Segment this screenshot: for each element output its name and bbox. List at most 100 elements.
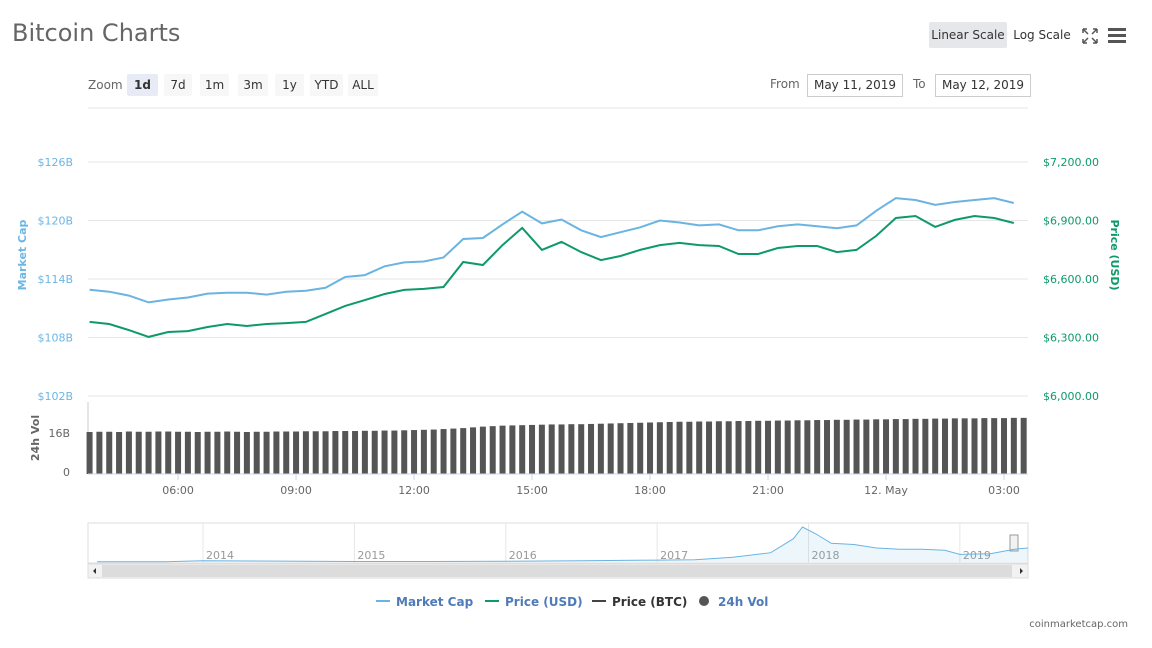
volume-bar <box>833 419 840 474</box>
volume-bar <box>863 419 870 474</box>
volume-bar <box>470 427 477 474</box>
volume-bar <box>597 423 604 474</box>
zoom-button[interactable]: 1m <box>200 74 229 96</box>
volume-bar <box>735 421 742 474</box>
volume-bar <box>627 422 634 474</box>
zoom-button[interactable]: 1d <box>127 74 158 96</box>
volume-bar <box>725 421 732 474</box>
volume-bar <box>607 423 614 474</box>
zoom-button[interactable]: 3m <box>238 74 268 96</box>
volume-bar <box>283 431 290 474</box>
volume-bar <box>971 418 978 474</box>
volume-bar <box>243 432 250 474</box>
volume-bar <box>460 428 467 474</box>
y2-tick-label: $6,600.00 <box>1043 273 1099 286</box>
volume-bar <box>263 431 270 474</box>
volume-bar <box>165 431 172 474</box>
navigator-frame <box>87 522 1029 564</box>
volume-bar <box>804 420 811 474</box>
volume-bar <box>784 420 791 474</box>
volume-bar <box>942 418 949 474</box>
legend-label: Price (BTC) <box>612 595 687 609</box>
zoom-button[interactable]: 7d <box>164 74 192 96</box>
volume-bar <box>548 424 555 474</box>
scale-button[interactable]: Log Scale <box>1013 28 1071 42</box>
to-label: To <box>913 77 926 91</box>
fullscreen-icon[interactable] <box>1082 28 1098 44</box>
scrollbar-thumb[interactable] <box>102 565 1012 577</box>
zoom-button[interactable]: YTD <box>310 74 343 96</box>
volume-bar <box>529 424 536 474</box>
volume-bar <box>499 425 506 474</box>
volume-bar <box>293 431 300 474</box>
zoom-label: Zoom <box>88 78 123 92</box>
volume-bar <box>430 429 437 474</box>
to-input[interactable]: May 12, 2019 <box>935 74 1031 97</box>
toolbar-icons <box>1082 28 1126 44</box>
volume-bar <box>538 424 545 474</box>
volume-bar <box>568 424 575 474</box>
volume-bar <box>902 419 909 474</box>
navigator-tick-label: 2016 <box>509 549 537 562</box>
volume-bar <box>135 431 142 474</box>
volume-bar <box>381 430 388 474</box>
legend-label: Market Cap <box>396 595 474 609</box>
volume-bar <box>1020 417 1027 474</box>
menu-icon[interactable] <box>1108 28 1126 43</box>
x-tick-label: 03:00 <box>988 484 1020 497</box>
navigator-handle[interactable] <box>1009 534 1019 552</box>
volume-bar <box>715 421 722 474</box>
y-tick-label: $108B <box>37 332 73 345</box>
volume-bar <box>794 420 801 474</box>
x-tick-label: 12:00 <box>398 484 430 497</box>
y2-tick-label: $6,000.00 <box>1043 390 1099 403</box>
volume-bar <box>184 431 191 474</box>
volume-bar <box>361 430 368 474</box>
y2-tick-label: $6,900.00 <box>1043 215 1099 228</box>
volume-bar <box>96 431 103 474</box>
y-axis-title: Market Cap <box>16 220 29 291</box>
volume-bar <box>450 428 457 474</box>
volume-bar <box>194 432 201 474</box>
y2-tick-label: $6,300.00 <box>1043 332 1099 345</box>
volume-bar <box>371 430 378 474</box>
volume-bar <box>86 432 93 474</box>
volume-bar <box>224 431 231 474</box>
y-tick-label: $114B <box>37 273 73 286</box>
navigator-tick-label: 2015 <box>357 549 385 562</box>
volume-bar <box>617 423 624 474</box>
volume-bar <box>912 418 919 474</box>
volume-bar <box>745 421 752 474</box>
navigator-tick-label: 2017 <box>660 549 688 562</box>
volume-bar <box>814 420 821 474</box>
zoom-button[interactable]: ALL <box>348 74 378 96</box>
volume-bar <box>401 430 408 474</box>
volume-bar <box>706 421 713 474</box>
volume-bar <box>519 425 526 474</box>
volume-bar <box>961 418 968 474</box>
navigator-line <box>97 526 1029 563</box>
y2-tick-label: $7,200.00 <box>1043 156 1099 169</box>
volume-bar <box>302 431 309 474</box>
x-tick-label: 15:00 <box>516 484 548 497</box>
volume-bar <box>391 430 398 474</box>
y-tick-label: 0 <box>63 466 70 479</box>
volume-bar <box>824 420 831 474</box>
volume-bar <box>1001 418 1008 474</box>
y2-axis-title: Price (USD) <box>1108 219 1121 290</box>
scale-button[interactable]: Linear Scale <box>929 22 1007 48</box>
volume-bar <box>479 426 486 474</box>
zoom-button[interactable]: 1y <box>275 74 304 96</box>
volume-bar <box>843 419 850 474</box>
navigator-tick-label: 2019 <box>963 549 991 562</box>
y-tick-label: 16B <box>48 427 70 440</box>
y-tick-label: $126B <box>37 156 73 169</box>
volume-bar <box>666 422 673 474</box>
x-tick-label: 21:00 <box>752 484 784 497</box>
legend-label: Price (USD) <box>505 595 583 609</box>
volume-bar <box>204 431 211 474</box>
volume-bar <box>312 431 319 474</box>
from-input[interactable]: May 11, 2019 <box>807 74 903 97</box>
volume-bar <box>578 424 585 474</box>
